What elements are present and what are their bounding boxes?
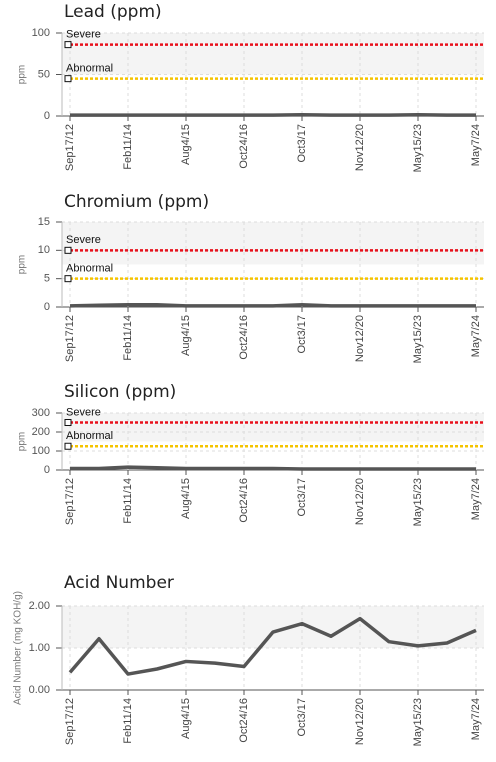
x-tick-label: Oct24/16 xyxy=(238,315,250,360)
x-tick-label: May15/23 xyxy=(412,478,424,526)
x-tick-label: Feb11/14 xyxy=(122,478,134,524)
threshold-marker xyxy=(65,276,71,282)
y-tick-label: 0 xyxy=(44,464,50,476)
x-tick-label: Oct24/16 xyxy=(238,124,250,169)
data-line xyxy=(70,305,476,306)
x-tick-label: Feb11/14 xyxy=(122,315,134,361)
plot-band xyxy=(62,606,484,648)
y-axis-label: Acid Number (mg KOH/g) xyxy=(13,591,24,705)
y-tick-label: 200 xyxy=(32,426,50,438)
x-tick-label: Aug4/15 xyxy=(180,478,192,519)
y-tick-label: 0 xyxy=(44,110,50,122)
threshold-marker xyxy=(65,42,71,48)
x-tick-label: Oct3/17 xyxy=(296,124,308,163)
x-tick-label: Feb11/14 xyxy=(122,124,134,170)
x-tick-label: Sep17/12 xyxy=(64,478,76,525)
y-tick-label: 10 xyxy=(38,244,50,256)
x-tick-label: May7/24 xyxy=(470,124,482,166)
chart-title: Silicon (ppm) xyxy=(64,382,176,402)
y-tick-label: 5 xyxy=(44,273,50,285)
threshold-label: Severe xyxy=(66,29,101,41)
chart-title: Chromium (ppm) xyxy=(64,192,209,212)
data-line xyxy=(70,467,476,469)
y-tick-label: 300 xyxy=(32,407,50,419)
x-tick-label: Feb11/14 xyxy=(122,698,134,744)
plot-band xyxy=(62,222,484,265)
chart-title: Lead (ppm) xyxy=(64,2,162,22)
x-tick-label: May7/24 xyxy=(470,698,482,740)
x-tick-label: Oct3/17 xyxy=(296,478,308,517)
x-tick-label: Sep17/12 xyxy=(64,124,76,171)
y-tick-label: 100 xyxy=(32,445,50,457)
x-tick-label: Aug4/15 xyxy=(180,124,192,165)
y-tick-label: 15 xyxy=(38,216,50,228)
x-tick-label: May15/23 xyxy=(412,698,424,746)
x-tick-label: May7/24 xyxy=(470,315,482,357)
chart-title: Acid Number xyxy=(64,573,174,593)
x-tick-label: May7/24 xyxy=(470,478,482,520)
y-tick-label: 0.00 xyxy=(29,684,50,696)
plot-band xyxy=(62,33,484,75)
threshold-label: Abnormal xyxy=(66,430,113,442)
x-tick-label: Oct24/16 xyxy=(238,698,250,743)
x-tick-label: May15/23 xyxy=(412,315,424,363)
threshold-marker xyxy=(65,420,71,426)
y-tick-label: 50 xyxy=(38,68,50,80)
y-tick-label: 100 xyxy=(32,27,50,39)
threshold-label: Severe xyxy=(66,234,101,246)
threshold-label: Severe xyxy=(66,406,101,418)
y-tick-label: 2.00 xyxy=(29,600,50,612)
y-tick-label: 1.00 xyxy=(29,642,50,654)
x-tick-label: Oct3/17 xyxy=(296,315,308,354)
y-axis-label: ppm xyxy=(17,65,28,84)
x-tick-label: Aug4/15 xyxy=(180,315,192,356)
y-axis-label: ppm xyxy=(17,255,28,274)
y-axis-label: ppm xyxy=(17,432,28,451)
x-tick-label: Oct3/17 xyxy=(296,698,308,737)
threshold-label: Abnormal xyxy=(66,63,113,75)
x-tick-label: Nov12/20 xyxy=(354,315,366,362)
x-tick-label: Aug4/15 xyxy=(180,698,192,739)
threshold-marker xyxy=(65,247,71,253)
x-tick-label: Nov12/20 xyxy=(354,478,366,525)
x-tick-label: Nov12/20 xyxy=(354,124,366,171)
threshold-label: Abnormal xyxy=(66,263,113,275)
x-tick-label: May15/23 xyxy=(412,124,424,172)
x-tick-label: Nov12/20 xyxy=(354,698,366,745)
x-tick-label: Sep17/12 xyxy=(64,698,76,745)
threshold-marker xyxy=(65,76,71,82)
plot-band xyxy=(62,413,484,442)
y-tick-label: 0 xyxy=(44,301,50,313)
x-tick-label: Oct24/16 xyxy=(238,478,250,523)
x-tick-label: Sep17/12 xyxy=(64,315,76,362)
threshold-marker xyxy=(65,443,71,449)
